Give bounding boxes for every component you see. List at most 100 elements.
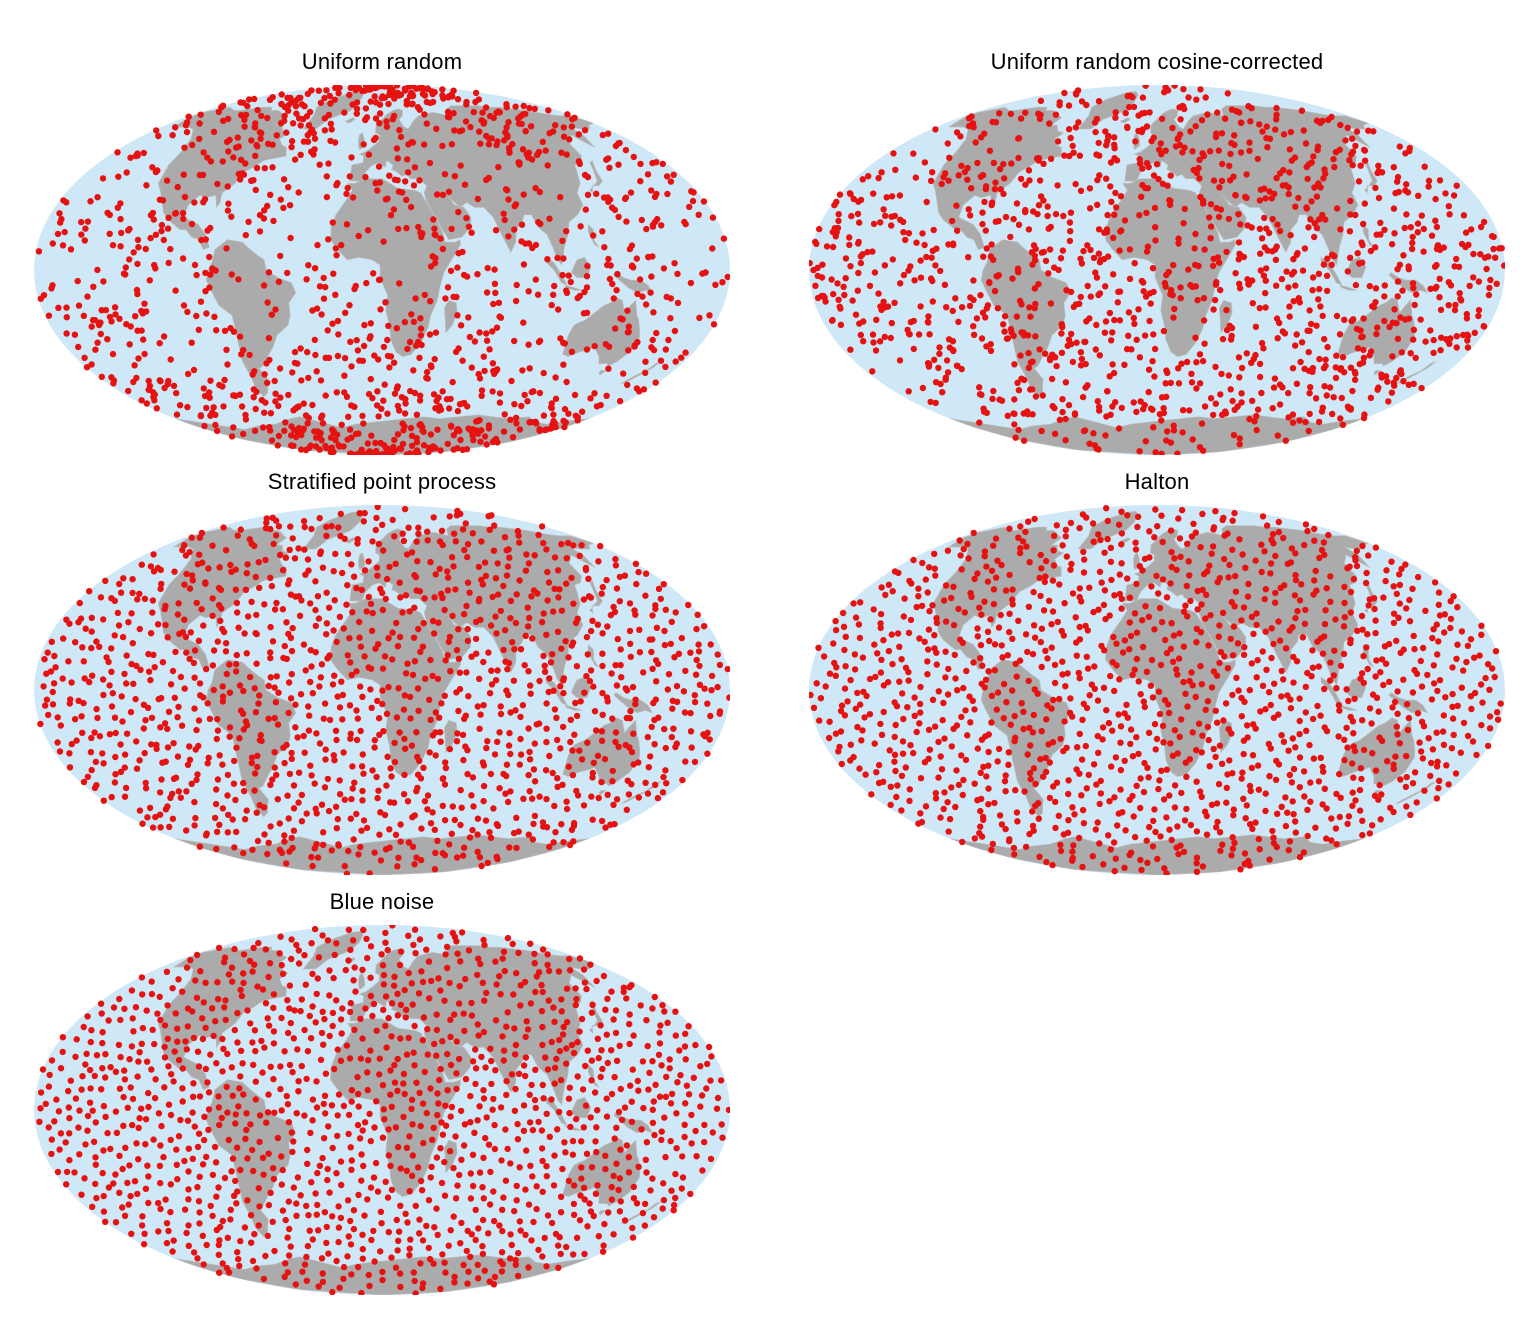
sample-dot <box>1235 239 1243 246</box>
sample-dot <box>1471 329 1478 336</box>
sample-dot <box>644 790 652 797</box>
sample-dot <box>1418 683 1426 690</box>
sample-dot <box>240 687 247 695</box>
sample-dot <box>489 328 496 335</box>
sample-dot <box>1338 394 1345 402</box>
sample-dot <box>1015 426 1022 434</box>
sample-dot <box>550 417 557 425</box>
sample-dot <box>1173 566 1180 574</box>
sample-dot <box>950 621 958 629</box>
sample-dot <box>1287 232 1294 239</box>
sample-dot <box>1145 729 1153 736</box>
sample-dot <box>1366 830 1374 837</box>
sample-dot <box>1127 726 1135 733</box>
sample-dot <box>960 545 967 553</box>
sample-dot <box>196 171 204 179</box>
sample-dot <box>615 161 622 168</box>
sample-dot <box>175 788 182 795</box>
sample-dot <box>154 621 162 628</box>
sample-dot <box>497 607 504 615</box>
sample-dot <box>598 728 606 735</box>
sample-dot <box>1289 365 1297 372</box>
sample-dot <box>1187 128 1194 135</box>
sample-dot <box>590 759 597 766</box>
sample-dot <box>353 99 361 106</box>
sample-dot <box>414 784 421 792</box>
sample-dot <box>1223 306 1230 314</box>
sample-dot <box>516 761 523 768</box>
sample-dot <box>557 194 564 201</box>
sample-dot <box>946 154 953 161</box>
sample-dot <box>267 410 275 417</box>
sample-dot <box>850 600 857 607</box>
sample-dot <box>891 758 898 765</box>
sample-dot <box>601 755 609 763</box>
sample-dot <box>474 848 481 855</box>
sample-dot <box>1471 654 1478 661</box>
sample-dot <box>349 194 357 201</box>
sample-dot <box>66 750 73 757</box>
sample-dot <box>552 122 559 129</box>
sample-dot <box>907 616 915 624</box>
sample-dot <box>1100 861 1107 868</box>
sample-dot <box>304 348 311 356</box>
sample-dot <box>1411 301 1418 309</box>
sample-dot <box>1394 335 1402 342</box>
sample-dot <box>525 831 532 838</box>
sample-dot <box>1175 655 1183 662</box>
sample-dot <box>372 134 379 142</box>
sample-dot <box>216 821 223 828</box>
sample-dot <box>1413 291 1420 298</box>
sample-dot <box>180 215 187 223</box>
sample-dot <box>205 565 212 572</box>
sample-dot <box>483 176 490 184</box>
sample-dot <box>344 550 352 558</box>
sample-dot <box>273 599 280 607</box>
sample-dot <box>550 291 557 298</box>
sample-dot <box>109 350 117 358</box>
sample-dot <box>254 143 261 150</box>
sample-dot <box>630 153 637 161</box>
sample-dot <box>148 741 155 748</box>
sample-dot <box>645 254 652 261</box>
sample-dot <box>996 812 1004 819</box>
sample-dot <box>1178 716 1185 723</box>
sample-dot <box>164 803 171 810</box>
sample-dot <box>1453 182 1460 189</box>
sample-dot <box>1312 824 1319 831</box>
sample-dot <box>983 409 990 416</box>
sample-dot <box>1048 375 1056 383</box>
sample-dot <box>121 793 129 800</box>
sample-dot <box>177 673 185 681</box>
sample-dot <box>944 140 951 147</box>
sample-dot <box>357 727 364 735</box>
sample-dot <box>1480 218 1488 226</box>
sample-dot <box>1281 330 1289 337</box>
sample-dot <box>362 173 369 181</box>
sample-dot <box>989 395 996 402</box>
sample-dot <box>631 607 638 614</box>
sample-dot <box>1141 555 1149 563</box>
sample-dot <box>226 733 233 740</box>
sample-dot <box>433 125 440 132</box>
sample-dot <box>375 540 383 548</box>
sample-dot <box>1167 527 1175 534</box>
sample-dot <box>1165 709 1173 717</box>
sample-dot <box>959 838 966 846</box>
sample-dot <box>1425 735 1432 742</box>
sample-dot <box>1438 334 1445 341</box>
sample-dot <box>927 177 935 185</box>
sample-dot <box>474 271 481 278</box>
sample-dot <box>1350 774 1357 781</box>
sample-dot <box>335 90 342 97</box>
sample-dot <box>464 579 472 586</box>
sample-dot <box>181 144 188 151</box>
sample-dot <box>1330 156 1337 163</box>
sample-dot <box>1405 266 1412 273</box>
sample-dot <box>994 689 1002 696</box>
sample-dot <box>1404 189 1412 196</box>
sample-dot <box>289 535 296 542</box>
sample-dot <box>696 662 703 670</box>
sample-dot <box>1012 787 1019 794</box>
sample-dot <box>116 315 123 322</box>
